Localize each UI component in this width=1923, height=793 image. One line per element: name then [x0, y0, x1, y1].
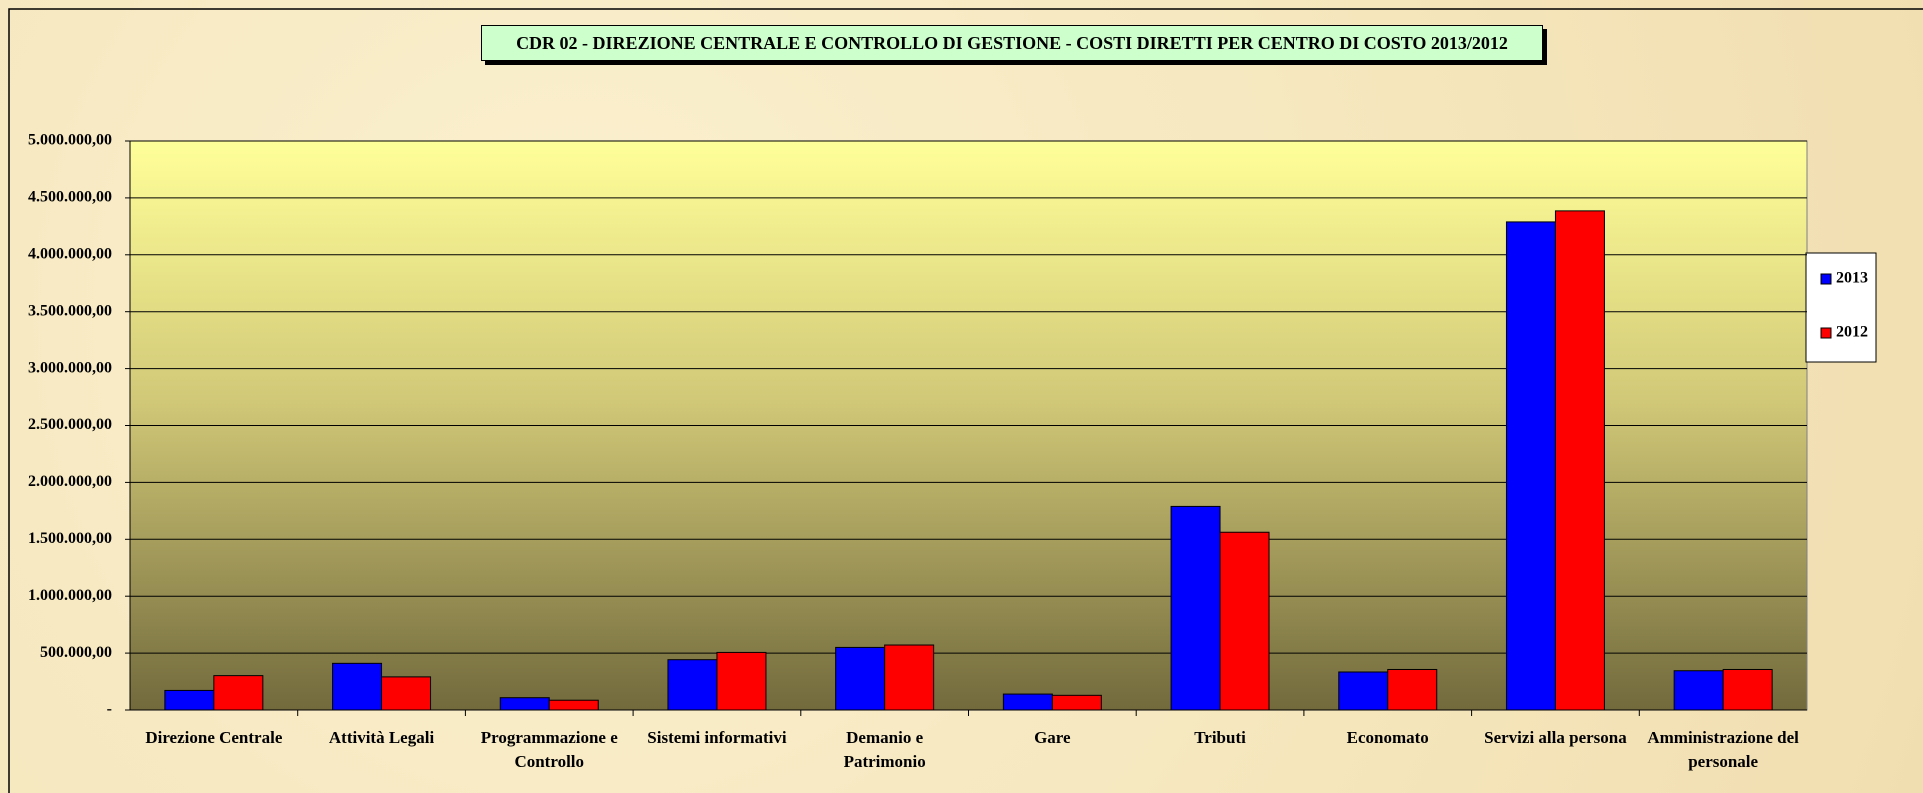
x-tick-label: Servizi alla persona: [1484, 728, 1627, 747]
y-tick-label: 2.500.000,00: [28, 416, 112, 433]
bar: [1554, 210, 1605, 711]
bar: [499, 697, 550, 711]
bar: [884, 644, 935, 711]
bar: [1338, 671, 1389, 711]
x-tick-label: Gare: [1034, 728, 1071, 747]
bar: [213, 675, 264, 711]
y-tick-label: 1.500.000,00: [28, 530, 112, 547]
bar: [1387, 668, 1438, 711]
x-tick-label: Programmazione e Controllo: [480, 728, 618, 771]
bar: [1505, 221, 1556, 711]
x-tick-label: Demanio e Patrimonio: [843, 728, 926, 771]
x-tick-label: Amministrazione del personale: [1647, 728, 1799, 771]
bar: [716, 651, 767, 711]
y-tick-label: 2.000.000,00: [28, 473, 112, 490]
legend-swatch: [1820, 273, 1832, 285]
bar: [1002, 693, 1053, 711]
y-tick-label: 1.000.000,00: [28, 587, 112, 604]
bar: [164, 689, 215, 711]
bar: [667, 659, 718, 711]
x-tick-label: Economato: [1346, 728, 1429, 747]
legend: [1805, 252, 1877, 363]
y-tick-label: 4.000.000,00: [28, 245, 112, 262]
legend-label: 2012: [1836, 324, 1868, 341]
y-tick-label: 500.000,00: [40, 644, 112, 661]
bar: [1722, 668, 1773, 711]
y-tick-label: 3.500.000,00: [28, 302, 112, 319]
x-tick-label: Tributi: [1194, 728, 1246, 747]
chart-title: CDR 02 - DIREZIONE CENTRALE E CONTROLLO …: [481, 25, 1543, 61]
y-tick-label: 3.000.000,00: [28, 359, 112, 376]
bar: [332, 662, 383, 711]
legend-swatch: [1820, 327, 1832, 339]
y-tick-label: 5.000.000,00: [28, 132, 112, 149]
bar: [1051, 694, 1102, 711]
legend-label: 2013: [1836, 270, 1868, 287]
y-tick-label: 4.500.000,00: [28, 189, 112, 206]
bar: [1673, 670, 1724, 711]
bar: [1170, 505, 1221, 711]
y-tick-label: -: [107, 701, 112, 718]
x-tick-label: Sistemi informativi: [647, 728, 787, 747]
bar: [1219, 531, 1270, 711]
x-tick-label: Direzione Centrale: [145, 728, 283, 747]
bar: [381, 676, 432, 711]
chart-border: [8, 8, 1923, 793]
bar: [548, 699, 599, 711]
bar: [835, 646, 886, 711]
x-tick-label: Attività Legali: [328, 728, 435, 747]
